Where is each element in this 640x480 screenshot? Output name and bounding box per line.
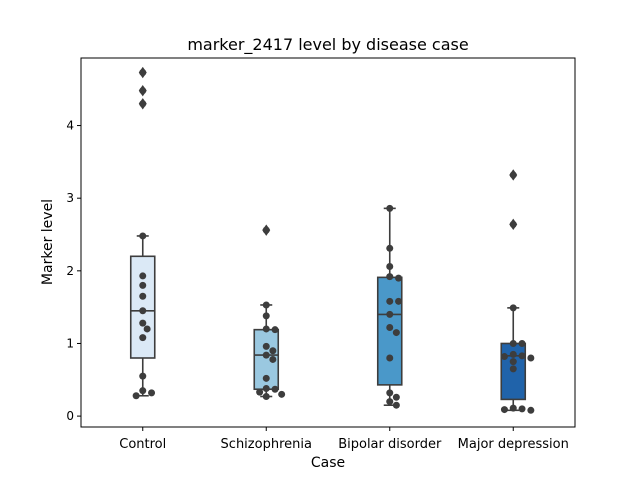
data-point [262,392,270,400]
data-point [269,355,277,363]
data-point [509,339,517,347]
data-point [262,374,270,382]
data-point [278,390,286,398]
data-point [518,352,526,360]
data-point [132,392,140,400]
data-point [262,385,270,393]
data-point [386,297,394,305]
x-tick-label: Control [119,437,166,452]
data-point [392,393,400,401]
data-point [509,220,517,228]
data-point [509,404,517,412]
data-point [139,272,147,280]
data-point [386,310,394,318]
data-point [269,347,277,355]
data-point [509,365,517,373]
data-point [139,87,147,95]
data-point [392,401,400,409]
data-point [386,244,394,252]
data-point [139,307,147,315]
data-point [262,325,270,333]
data-point [386,389,394,397]
data-point [262,312,270,320]
data-point [509,358,517,366]
data-point [148,389,156,397]
plot-area: 0 1 2 3 4 Control Schizophrenia Bipolar disorde… [66,66,569,452]
data-point [386,273,394,281]
data-point [386,398,394,406]
y-tick-label: 0 [66,409,74,423]
data-point [271,385,279,393]
data-point [139,292,147,300]
data-point [271,326,279,334]
y-tick-label: 2 [66,264,74,278]
x-axis-label: Case [311,455,345,471]
data-point [139,387,147,395]
data-point [386,262,394,270]
data-point [527,406,535,414]
data-point [139,319,147,327]
data-point [139,69,147,77]
data-point [262,351,270,359]
chart-title: marker_2417 level by disease case [187,35,468,55]
x-tick-label: Bipolar disorder [338,437,442,452]
data-point [386,354,394,362]
data-point [509,171,517,179]
data-point [395,297,403,305]
data-point [139,100,147,108]
data-point [139,281,147,289]
data-point [139,372,147,380]
data-point [262,226,270,234]
data-point [509,350,517,358]
y-tick-label: 3 [66,191,74,205]
data-point [518,339,526,347]
data-point [143,325,151,333]
data-point [392,329,400,337]
y-tick-label: 4 [66,119,74,133]
data-point [386,204,394,212]
data-point [500,353,508,361]
y-axis-label: Marker level [40,199,56,285]
x-tick-label: Major depression [458,437,569,452]
box-1 [129,255,156,359]
data-point [262,301,270,309]
data-point [527,354,535,362]
x-tick-label: Schizophrenia [221,437,312,452]
data-point [386,323,394,331]
data-point [262,342,270,350]
data-point [500,406,508,414]
data-point [139,232,147,240]
plot-frame [80,57,576,428]
data-point [395,274,403,282]
data-point [518,405,526,413]
data-point [139,334,147,342]
y-tick-label: 1 [66,336,74,350]
data-point [509,304,517,312]
data-point [256,388,264,396]
